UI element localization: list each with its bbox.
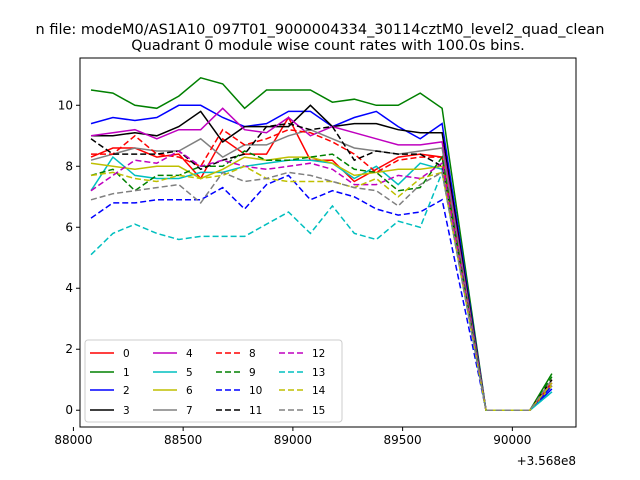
legend-label-14: 14 [312,385,326,397]
legend-label-11: 11 [249,405,262,417]
y-tick-label-4: 4 [65,281,73,295]
series-layer [90,76,553,411]
y-tick-label-6: 6 [65,220,73,234]
legend-label-12: 12 [312,348,325,360]
legend-label-13: 13 [312,367,325,379]
series-line-1 [90,76,553,411]
x-tick-label-88500: 88500 [164,433,202,447]
legend-label-9: 9 [249,367,256,379]
legend-label-2: 2 [123,385,130,397]
legend-label-7: 7 [186,405,193,417]
x-tick-label-88000: 88000 [54,433,92,447]
legend-label-1: 1 [123,367,130,379]
legend-label-10: 10 [249,385,262,397]
legend-label-8: 8 [249,348,256,360]
legend-box [84,339,343,423]
legend-label-0: 0 [123,348,130,360]
legend-label-15: 15 [312,405,325,417]
y-tick-label-8: 8 [65,159,73,173]
series-line-14 [90,165,553,411]
series-line-8 [91,128,553,411]
series-line-10 [90,174,553,411]
series-line-15 [90,171,553,411]
legend-label-6: 6 [186,385,193,397]
legend-label-5: 5 [186,367,193,379]
x-tick-label-90000: 90000 [493,433,531,447]
y-tick-label-2: 2 [65,342,73,356]
figure-suptitle: n file: modeM0/AS1A10_097T01_9000004334_… [36,22,605,38]
x-axis-offset-label: +3.568e8 [517,454,576,468]
y-tick-label-0: 0 [65,403,73,417]
legend-label-3: 3 [123,405,130,417]
x-tick-label-89000: 89000 [274,433,312,447]
x-tick-label-89500: 89500 [384,433,422,447]
legend-label-4: 4 [186,348,193,360]
chart-title: Quadrant 0 module wise count rates with … [131,38,525,54]
y-tick-label-10: 10 [58,98,73,112]
